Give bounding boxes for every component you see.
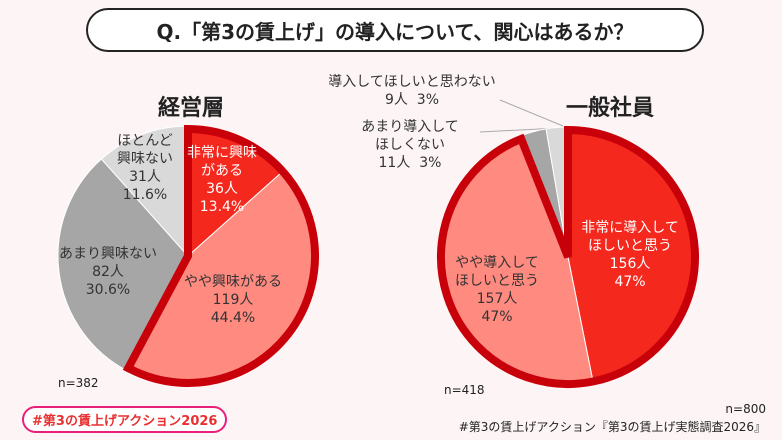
- slice-label: ほとんど 興味ない 31人 11.6%: [117, 133, 173, 203]
- pie-slice: [57, 158, 189, 372]
- slice-label: 非常に興味 がある 36人 13.4%: [187, 145, 257, 215]
- hashtag-badge: #第3の賃上げアクション2026: [22, 406, 228, 433]
- highlight-outline: [122, 124, 319, 387]
- n-total: n=800: [725, 402, 766, 416]
- slice-label: あまり興味ない 82人 30.6%: [59, 246, 157, 298]
- n-label-employees: n=418: [444, 383, 485, 397]
- source-note: #第3の賃上げアクション『第3の賃上げ実態調査2026』: [458, 420, 766, 434]
- slice-label: 導入してほしいと思わない 9人 3%: [328, 74, 496, 108]
- highlight-outline: [437, 125, 699, 388]
- slice-label: 非常に導入して ほしいと思う 156人 47%: [581, 220, 679, 290]
- leader-line: [499, 99, 564, 127]
- n-label-management: n=382: [58, 376, 99, 390]
- slice-label: あまり導入して ほしくない 11人 3%: [361, 119, 459, 171]
- slice-label: やや興味がある 119人 44.4%: [184, 274, 282, 326]
- question-title: Q.「第3の賃上げ」の導入について、関心はあるか？: [86, 8, 704, 52]
- slice-label: やや導入して ほしいと思う 157人 47%: [455, 255, 539, 325]
- chart-title-management: 経営層: [158, 96, 225, 121]
- chart-title-employees: 一般社員: [566, 96, 655, 121]
